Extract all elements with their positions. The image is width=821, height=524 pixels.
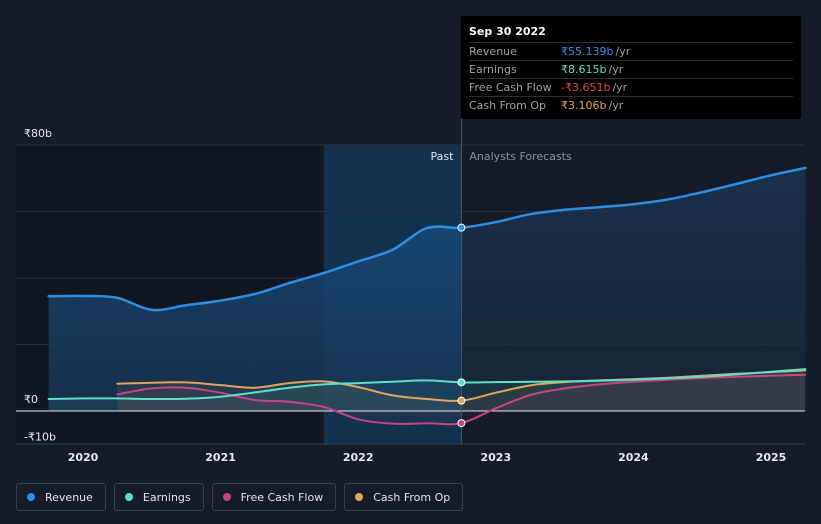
tooltip-date: Sep 30 2022 xyxy=(469,24,793,43)
fcf-area xyxy=(117,374,806,425)
earnings-line xyxy=(47,368,807,401)
x-tick-label: 2021 xyxy=(205,451,236,464)
x-tick-label: 2025 xyxy=(756,451,787,464)
tooltip-value: ₹3.106b xyxy=(561,99,607,112)
x-tick-label: 2020 xyxy=(68,451,99,464)
tooltip-unit: /yr xyxy=(615,45,631,58)
tooltip-row-fcf: Free Cash Flow -₹3.651b /yr xyxy=(469,79,793,97)
revenue-line xyxy=(47,166,807,312)
legend-label: Revenue xyxy=(45,490,93,504)
revenue-marker xyxy=(457,223,466,232)
legend-dot-icon xyxy=(355,493,364,501)
legend-item-fcf[interactable]: Free Cash Flow xyxy=(211,483,337,511)
tooltip-value: ₹8.615b xyxy=(561,63,607,76)
legend-label: Earnings xyxy=(142,490,191,504)
tooltip-unit: /yr xyxy=(608,63,624,76)
x-tick-label: 2024 xyxy=(618,451,649,464)
tooltip-label: Revenue xyxy=(469,45,517,58)
tooltip: Sep 30 2022 Revenue ₹55.139b /yr Earning… xyxy=(461,16,801,119)
revenue-area-forecast xyxy=(461,167,806,411)
legend-item-earnings[interactable]: Earnings xyxy=(113,483,204,511)
legend-item-cfo[interactable]: Cash From Op xyxy=(344,483,464,511)
tooltip-value: -₹3.651b xyxy=(561,81,611,94)
y-tick-label: -₹10b xyxy=(24,430,56,443)
legend-dot-icon xyxy=(27,493,35,501)
earnings-area xyxy=(48,369,806,411)
tooltip-label: Free Cash Flow xyxy=(469,81,552,94)
x-tick-label: 2023 xyxy=(480,451,511,464)
tooltip-label: Earnings xyxy=(469,63,517,76)
y-tick-label: ₹80b xyxy=(24,127,52,140)
tooltip-row-revenue: Revenue ₹55.139b /yr xyxy=(469,43,793,61)
legend-label: Cash From Op xyxy=(373,490,451,504)
legend-dot-icon xyxy=(124,493,133,501)
legend: Revenue Earnings Free Cash Flow Cash Fro… xyxy=(16,483,464,511)
earnings-marker xyxy=(457,378,466,387)
fcf-marker xyxy=(457,419,466,428)
tooltip-value: ₹55.139b xyxy=(561,45,614,58)
tooltip-unit: /yr xyxy=(612,81,628,94)
cfo-marker xyxy=(457,396,466,405)
tooltip-row-earnings: Earnings ₹8.615b /yr xyxy=(469,61,793,79)
x-tick-label: 2022 xyxy=(343,451,374,464)
forecast-label: Analysts Forecasts xyxy=(469,150,572,163)
tooltip-unit: /yr xyxy=(608,99,624,112)
past-label: Past xyxy=(430,150,454,163)
legend-label: Free Cash Flow xyxy=(240,490,324,504)
legend-dot-icon xyxy=(222,493,231,501)
tooltip-label: Cash From Op xyxy=(469,99,547,112)
y-tick-label: ₹0 xyxy=(24,393,38,406)
revenue-area-past xyxy=(48,226,462,411)
legend-item-revenue[interactable]: Revenue xyxy=(16,483,106,511)
tooltip-row-cfo: Cash From Op ₹3.106b /yr xyxy=(469,97,793,114)
